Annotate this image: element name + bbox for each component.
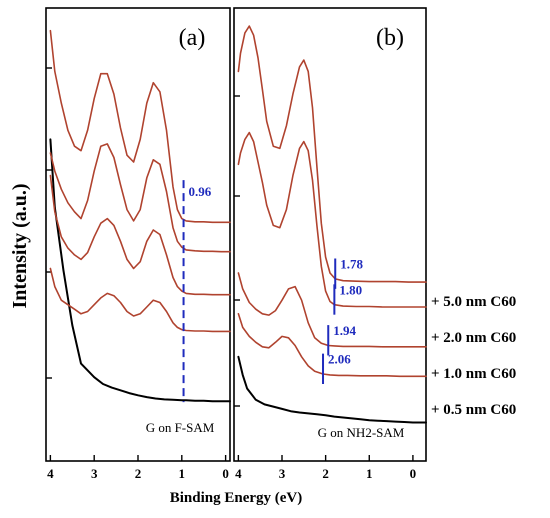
plot-layer: 4 3 2 1 0 0.96 4 3 2 1 0 1.78 1.80 1.94 2.06 — [47, 25, 427, 481]
panel-a-label: (a) — [179, 25, 206, 51]
y-ticks-b — [234, 95, 240, 407]
spectrum-b-2 — [237, 272, 427, 348]
onset-label-a-0: 0.96 — [189, 184, 212, 199]
y-ticks-a — [46, 67, 52, 379]
spectrum-b-3 — [237, 131, 427, 308]
x-tick-label-b-1: 3 — [279, 466, 286, 481]
spectrum-b-1 — [237, 313, 427, 378]
thickness-label-05nm: + 0.5 nm C60 — [431, 402, 516, 418]
spectrum-a-1 — [49, 267, 231, 333]
x-tick-label-a-1: 3 — [91, 466, 98, 481]
panel-b-label: (b) — [376, 25, 404, 51]
panel-a-frame — [45, 7, 231, 462]
thickness-label-5nm: + 5.0 nm C60 — [431, 294, 516, 310]
panel-b-frame — [233, 7, 427, 462]
x-tick-label-a-4: 0 — [222, 466, 229, 481]
y-axis-label: Intensity (a.u.) — [9, 183, 31, 308]
x-tick-label-a-0: 4 — [47, 466, 54, 481]
x-tick-label-b-2: 2 — [322, 466, 329, 481]
spectrum-b-4 — [237, 25, 427, 283]
spectrum-b-0 — [237, 355, 427, 424]
x-tick-label-a-2: 2 — [135, 466, 142, 481]
x-axis-label: Binding Energy (eV) — [170, 490, 303, 506]
thickness-label-1nm: + 1.0 nm C60 — [431, 366, 516, 382]
thickness-label-2nm: + 2.0 nm C60 — [431, 330, 516, 346]
spectrum-a-3 — [49, 143, 231, 253]
x-tick-label-b-3: 1 — [366, 466, 373, 481]
panel-b-substrate-label: G on NH2-SAM — [318, 425, 405, 440]
spectrum-a-0 — [49, 138, 231, 403]
onset-label-b-3: 2.06 — [328, 352, 351, 367]
spectrum-a-2 — [49, 174, 231, 296]
x-tick-label-a-3: 1 — [179, 466, 186, 481]
panel-a-substrate-label: G on F-SAM — [146, 420, 215, 435]
spectrum-a-4 — [49, 29, 231, 224]
onset-label-b-0: 1.78 — [340, 257, 363, 272]
onset-label-b-2: 1.94 — [333, 323, 356, 338]
x-tick-label-b-0: 4 — [235, 466, 242, 481]
x-tick-label-b-4: 0 — [410, 466, 417, 481]
onset-label-b-1: 1.80 — [339, 282, 362, 297]
